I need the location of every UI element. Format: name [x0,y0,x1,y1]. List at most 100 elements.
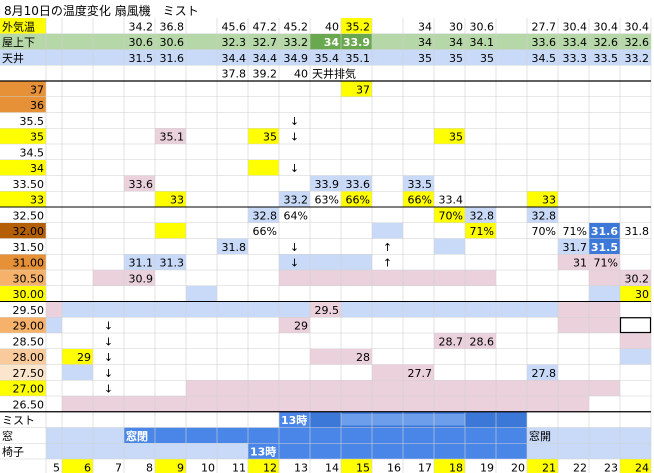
cell-fill [496,301,527,318]
data-label: 31.5 [591,241,618,254]
header-value: 30 [449,20,463,33]
header-value: 33.4 [563,36,588,49]
row-label: 29.50 [13,304,45,317]
cell-fill [372,301,403,318]
x-tick-label: 15 [356,461,370,473]
row-label: 30.50 [13,272,45,285]
window-band [124,427,527,444]
row-label: 外気温 [2,19,35,33]
header-value: 34 [449,36,463,49]
row-label: 椅子 [2,445,24,459]
x-tick-label: 19 [480,461,494,473]
cell-fill [341,396,372,412]
row-label-fill [0,364,46,381]
data-label: 31.8 [222,241,247,254]
data-label: 35 [263,131,277,144]
x-tick-label: 23 [604,461,618,473]
data-label: 32.8 [470,209,495,222]
header-value: 45.2 [284,20,309,33]
header-value: 37.8 [222,68,247,81]
chair-band [248,443,527,459]
cell-fill [372,380,403,396]
row-label: 屋上下 [2,36,35,49]
data-label: 28.7 [439,335,464,348]
cell-fill [341,191,372,207]
cell-fill [279,301,310,318]
data-label: 33.6 [346,178,371,191]
x-tick-label: 10 [201,461,215,473]
x-tick-label: 20 [511,461,525,473]
mist-band [279,411,310,428]
cell-fill [558,380,589,396]
header-value: 40 [294,68,308,81]
header-row-band [0,49,651,66]
cell-fill [93,301,124,318]
arrow-mark: ↑ [383,241,392,254]
data-label: 29.5 [315,304,340,317]
window-band [46,427,124,444]
header-value: 33.3 [563,52,588,65]
cell-fill [310,396,341,412]
x-tick-label: 16 [387,461,401,473]
row-label: 34 [30,162,44,175]
data-label: 71% [594,257,618,270]
row-label: 26.50 [13,398,45,411]
cell-fill [434,333,465,349]
header-value: 30.4 [594,20,619,33]
row-label-fill [0,254,46,270]
header-value: 34 [324,36,340,49]
data-label: 33.5 [408,178,433,191]
cell-fill [434,396,465,412]
cell-fill [558,238,589,255]
row-label-fill [0,348,46,365]
data-label: 31.8 [625,225,650,238]
cell-fill [341,301,372,318]
axis-highlight [620,459,651,473]
selected-cell[interactable] [619,317,652,334]
header-value: 30.6 [160,36,185,49]
cell-fill [341,380,372,396]
header-value: 35.1 [346,52,371,65]
cell-fill [589,301,620,318]
row-label: 30.00 [13,288,45,301]
row-label-fill [0,317,46,333]
row-label: 31.50 [13,241,45,254]
cell-fill [341,254,372,270]
cell-fill [589,222,620,239]
cell-fill [527,364,558,381]
cell-fill [124,254,155,270]
chart-title: 8月10日の温度変化 扇風機 ミスト [4,4,199,18]
x-tick-label: 9 [177,461,184,473]
arrow-mark: ↓ [104,367,113,380]
cell-fill [248,301,279,318]
cell-fill [155,254,186,270]
cell-fill [527,301,558,318]
row-label: 36 [30,99,44,112]
cell-fill [248,207,279,223]
header-value: 47.2 [253,20,278,33]
row-label: 37 [30,83,44,96]
data-label: 30 [635,288,649,301]
data-label: 29 [294,320,308,333]
data-label: 33.4 [439,194,464,207]
row-label: 35.5 [20,115,45,128]
header-row-band [0,65,651,81]
axis-highlight [341,459,372,473]
cell-fill [310,254,341,270]
header-value: 35.2 [346,20,371,33]
cell-fill [558,254,589,270]
cell-fill [62,348,93,365]
cell-fill [620,348,651,365]
header-value: 33.2 [284,36,309,49]
axis-highlight [155,459,186,473]
cell-fill [496,396,527,412]
header-label-fill [0,49,46,66]
row-label: 32.50 [13,209,45,222]
cell-fill [155,222,186,239]
cell-fill [217,396,248,412]
cell-fill [496,380,527,396]
header-value: 30.6 [470,20,495,33]
row-label-fill [0,222,46,239]
footer-note: 13時 [250,445,276,459]
cell-fill [310,380,341,396]
